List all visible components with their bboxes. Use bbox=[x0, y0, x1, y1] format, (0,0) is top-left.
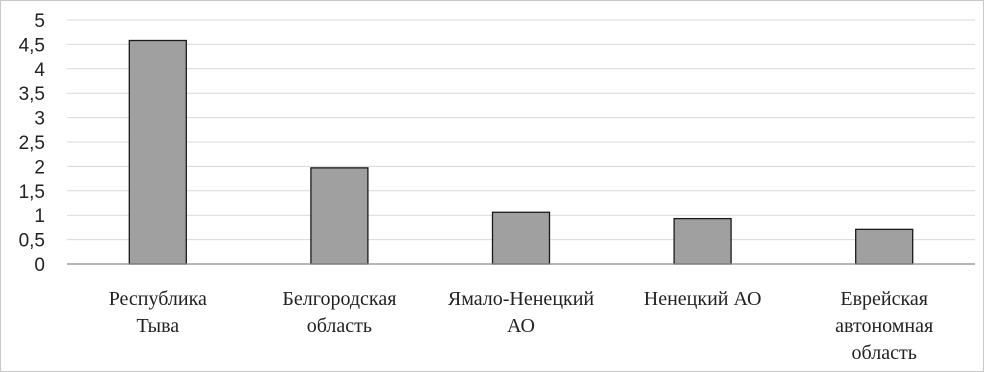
x-tick-label: Республика bbox=[109, 288, 207, 310]
y-tick-label: 3 bbox=[34, 109, 45, 130]
gridlines bbox=[67, 19, 975, 241]
x-tick-label: АО bbox=[507, 315, 535, 337]
y-tick-label: 0 bbox=[34, 255, 45, 276]
bar bbox=[310, 167, 369, 265]
y-tick-label: 0,5 bbox=[19, 231, 45, 252]
y-tick-label: 1,5 bbox=[19, 182, 45, 203]
bar bbox=[128, 39, 187, 265]
x-tick-label: область bbox=[852, 342, 917, 364]
x-tick-label: Ямало-Ненецкий bbox=[448, 288, 595, 310]
x-tick-label: Тыва bbox=[136, 315, 179, 337]
x-axis-labels: Республика Тыва Белгородская область Ямало-Н… bbox=[109, 288, 934, 364]
x-tick-label: Еврейская bbox=[840, 288, 928, 310]
x-tick-label: Ненецкий АО bbox=[644, 288, 762, 310]
y-tick-label: 2,5 bbox=[19, 133, 45, 154]
y-tick-label: 5 bbox=[34, 11, 45, 32]
bar bbox=[673, 217, 732, 265]
x-tick-label: Белгородская bbox=[282, 288, 396, 310]
y-tick-label: 3,5 bbox=[19, 84, 45, 105]
x-tick-label: область bbox=[307, 315, 372, 337]
y-tick-label: 2 bbox=[34, 157, 45, 178]
y-axis-ticks: 0 0,5 1 1,5 2 2,5 3 3,5 4 4,5 5 bbox=[19, 11, 46, 276]
y-tick-label: 4,5 bbox=[19, 35, 45, 56]
bar bbox=[491, 211, 551, 265]
y-tick-label: 1 bbox=[34, 206, 45, 227]
bar bbox=[855, 228, 914, 265]
x-tick-label: автономная bbox=[835, 315, 933, 337]
y-tick-label: 4 bbox=[34, 60, 45, 81]
